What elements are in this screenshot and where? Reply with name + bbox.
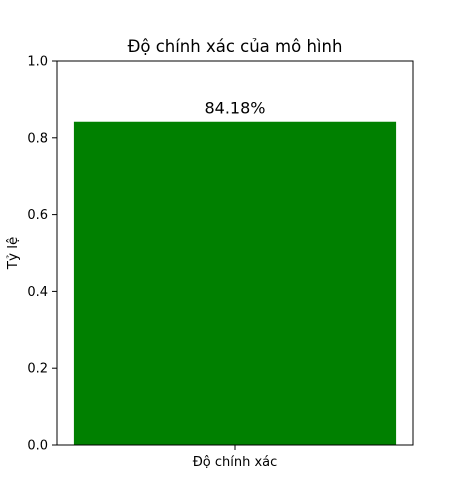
y-tick-label-3: 0.6	[27, 208, 48, 223]
y-axis-title: Tỷ lệ	[5, 237, 21, 271]
y-tick-label-4: 0.8	[27, 131, 48, 146]
bar-0	[73, 121, 397, 445]
axes-frame	[56, 60, 414, 446]
x-tick-label-0: Độ chính xác	[193, 455, 278, 470]
data-label-0: 84.18%	[204, 99, 265, 118]
y-tick-label-1: 0.2	[27, 362, 48, 377]
y-tick-label-2: 0.4	[27, 285, 48, 300]
plot-area: 84.18% Độ chính xác 0.0 0.2 0.4 0.6 0.8 1.0	[27, 55, 414, 470]
y-tick-label-0: 0.0	[27, 439, 48, 454]
y-tick-label-5: 1.0	[27, 55, 48, 70]
chart-title: Độ chính xác của mô hình	[128, 37, 343, 56]
